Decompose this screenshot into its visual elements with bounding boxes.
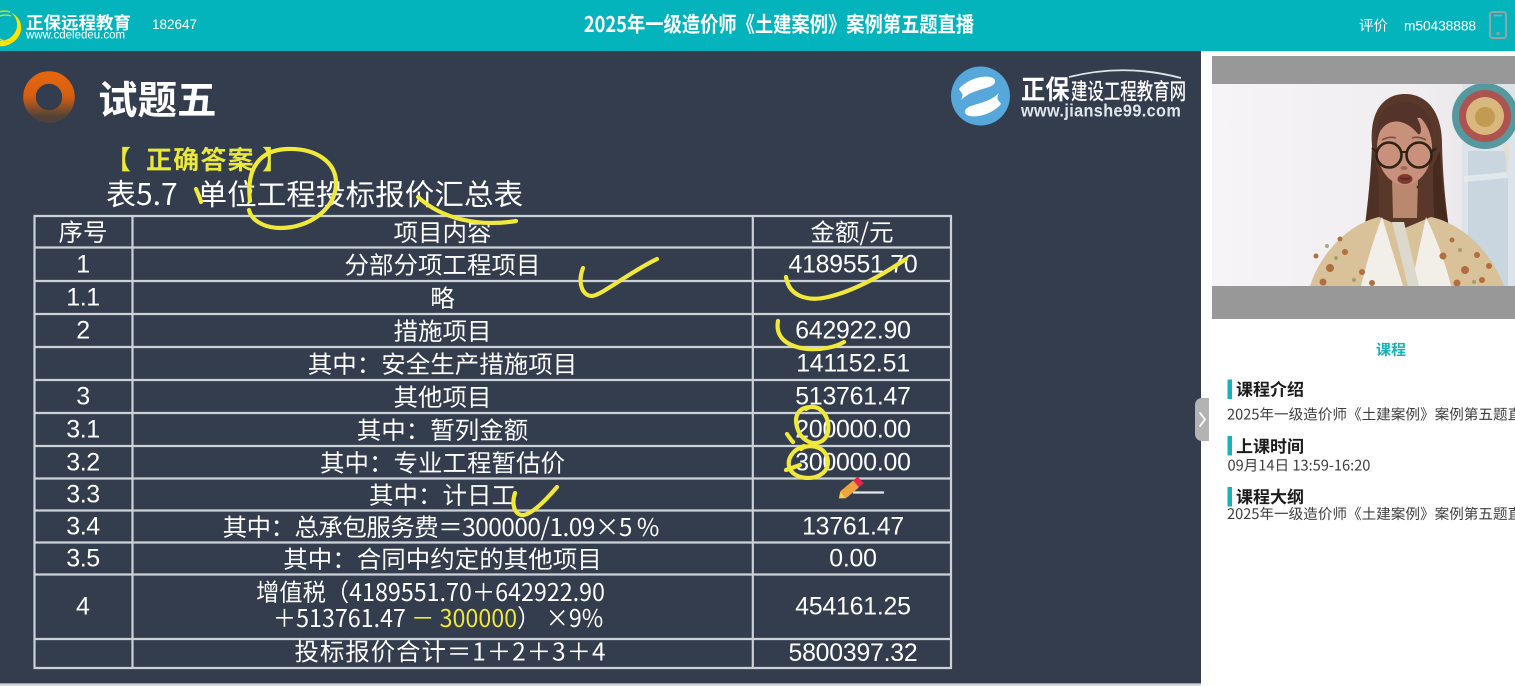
svg-text:www.jianshe99.com: www.jianshe99.com [1020,101,1181,121]
svg-text:3.3: 3.3 [66,481,100,509]
svg-text:5800397.32: 5800397.32 [788,640,917,667]
svg-text:3.2: 3.2 [66,448,100,476]
svg-text:200000.00: 200000.00 [795,417,910,444]
svg-text:3: 3 [76,383,90,411]
svg-text:3.5: 3.5 [66,545,100,573]
svg-text:300000.00: 300000.00 [795,449,910,476]
svg-text:0.00: 0.00 [829,546,876,573]
svg-text:13761.47: 13761.47 [802,514,904,541]
svg-text:3.1: 3.1 [66,416,100,444]
svg-text:4: 4 [76,593,90,621]
svg-text:141152.51: 141152.51 [796,351,910,378]
svg-text:642922.90: 642922.90 [795,318,910,345]
svg-text:1.1: 1.1 [66,284,100,312]
svg-text:m50438888: m50438888 [1404,19,1476,34]
svg-text:3.4: 3.4 [66,513,100,541]
svg-text:2: 2 [76,317,90,345]
svg-text:1: 1 [76,250,90,278]
svg-text:182647: 182647 [152,17,197,32]
svg-text:454161.25: 454161.25 [795,594,910,621]
svg-text:www.cdeledeu.com: www.cdeledeu.com [25,30,125,42]
